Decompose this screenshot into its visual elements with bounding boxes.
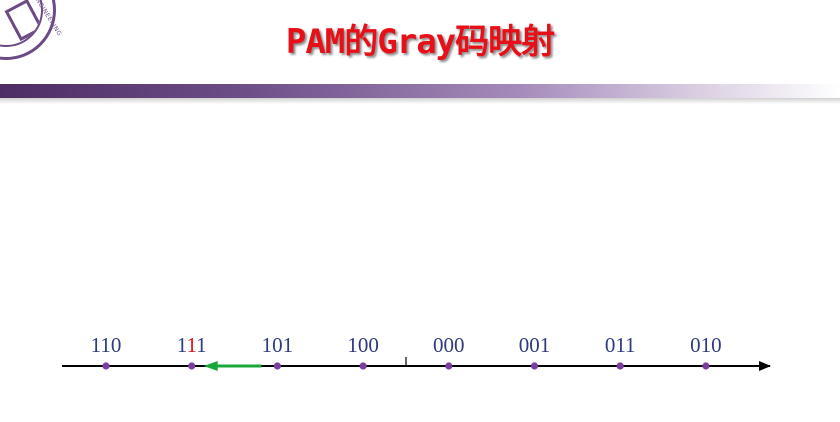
header-band xyxy=(0,84,840,98)
gray-code-label: 010 xyxy=(690,333,722,357)
gray-code-label: 111 xyxy=(177,333,207,357)
transition-arrowhead xyxy=(203,361,218,371)
gray-code-label: 000 xyxy=(433,333,465,357)
constellation-point xyxy=(102,362,110,370)
constellation-point xyxy=(702,362,710,370)
gray-code-label: 100 xyxy=(347,333,379,357)
constellation-point xyxy=(530,362,539,370)
gray-code-label: 110 xyxy=(91,333,122,357)
constellation-point xyxy=(445,362,453,370)
gray-code-label: 101 xyxy=(262,333,294,357)
constellation-point xyxy=(616,362,624,370)
slide-title: PAM的Gray码映射 xyxy=(285,22,555,62)
flipped-bit: 1 xyxy=(186,333,196,357)
constellation-point xyxy=(359,362,367,370)
constellation-point xyxy=(188,362,196,370)
header-band-shadow xyxy=(0,98,840,104)
gray-code-label: 011 xyxy=(605,333,636,357)
gray-code-label: 001 xyxy=(519,333,551,357)
constellation-point xyxy=(273,362,281,370)
